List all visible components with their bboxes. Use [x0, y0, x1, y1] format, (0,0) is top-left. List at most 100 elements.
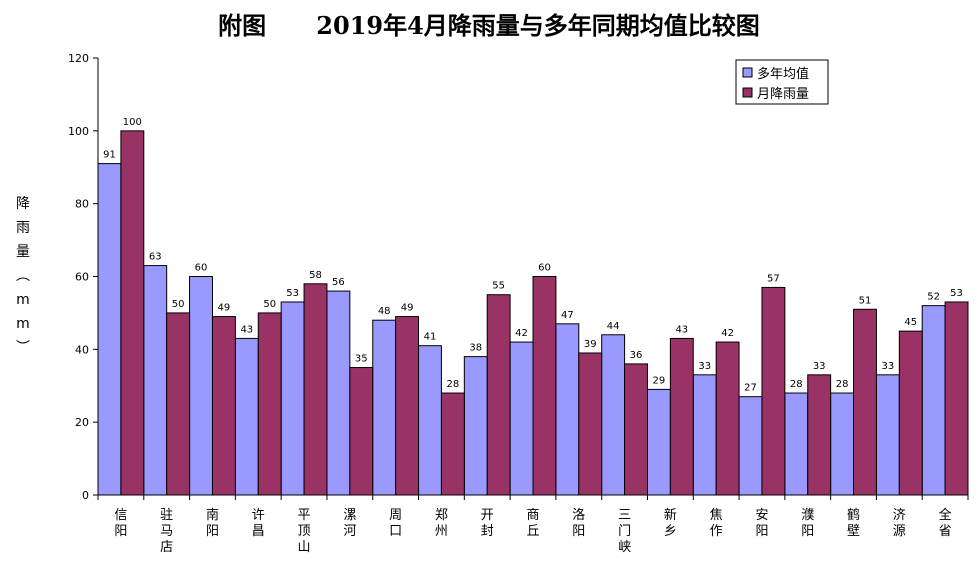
bar-average [463, 356, 488, 496]
bar-value-label: 33 [813, 361, 826, 372]
bar-value-label: 41 [424, 332, 437, 343]
bar-value-label: 28 [836, 379, 849, 390]
bar-value-label: 35 [355, 354, 368, 365]
y-axis-label-char: 量 [16, 244, 30, 260]
bar-value-label: 91 [103, 150, 116, 161]
y-axis-label-char: m [16, 292, 30, 308]
bar-monthly [349, 367, 374, 496]
bar-monthly [166, 312, 191, 496]
x-category-label: 周口 [389, 508, 402, 539]
bar-average [143, 265, 168, 496]
bar-value-label: 51 [859, 295, 872, 306]
x-category-label: 商丘 [526, 508, 539, 539]
x-category-label: 濮阳 [801, 508, 814, 539]
y-tick-label: 60 [75, 271, 89, 284]
bar-monthly [532, 276, 557, 496]
bar-value-label: 100 [123, 117, 142, 128]
bar-value-label: 47 [561, 310, 574, 321]
legend-entry-label: 月降雨量 [757, 87, 809, 102]
y-axis-label-char: m [16, 316, 30, 332]
bar-value-label: 36 [630, 350, 643, 361]
y-axis-label: 降雨量 ︵ m m ︶ [10, 192, 36, 360]
bar-average [646, 388, 671, 496]
bar-value-label: 44 [607, 321, 620, 332]
y-axis-label-char: ︶ [16, 340, 30, 356]
x-category-label: 洛阳 [572, 508, 585, 539]
bar-monthly [807, 374, 832, 496]
bar-monthly [578, 352, 603, 496]
bar-value-label: 33 [698, 361, 711, 372]
bar-value-label: 50 [263, 299, 276, 310]
bar-value-label: 28 [790, 379, 803, 390]
bar-average [875, 374, 900, 496]
bar-average [555, 323, 580, 496]
legend-swatch [742, 67, 753, 78]
legend-swatch [742, 87, 753, 98]
bar-value-label: 39 [584, 339, 597, 350]
bar-value-label: 42 [515, 328, 528, 339]
bar-value-label: 55 [492, 281, 505, 292]
bar-monthly [395, 316, 420, 496]
bar-value-label: 60 [538, 263, 551, 274]
bar-average [921, 305, 946, 496]
bar-value-label: 33 [882, 361, 895, 372]
x-category-label: 安阳 [755, 508, 768, 539]
bar-average [601, 334, 626, 496]
y-tick-label: 120 [68, 52, 89, 65]
bar-value-label: 43 [240, 324, 253, 335]
x-category-label: 全省 [939, 507, 952, 539]
bar-value-label: 53 [286, 288, 299, 299]
bar-average [234, 337, 259, 496]
x-category-label: 驻马店 [160, 508, 173, 555]
x-category-label: 开封 [481, 508, 494, 539]
x-category-label: 许昌 [252, 508, 265, 539]
y-tick-label: 20 [75, 416, 89, 429]
bar-monthly [257, 312, 282, 496]
x-category-label: 郑州 [435, 508, 448, 539]
bar-monthly [853, 308, 877, 496]
bar-value-label: 56 [332, 277, 345, 288]
bar-average [326, 290, 351, 496]
bar-value-label: 43 [675, 324, 688, 335]
chart-bars [97, 130, 969, 496]
bar-value-label: 42 [721, 328, 734, 339]
bar-average [830, 392, 855, 496]
bar-value-label: 63 [149, 252, 162, 263]
bar-average [189, 276, 213, 496]
x-category-label: 三门峡 [618, 508, 631, 555]
y-tick-label: 80 [75, 198, 89, 211]
x-category-label: 焦作 [710, 508, 723, 539]
bar-value-label: 52 [927, 292, 940, 303]
legend-entry-label: 多年均值 [757, 66, 809, 82]
bar-monthly [898, 330, 923, 496]
y-tick-label: 100 [68, 125, 89, 138]
x-category-label: 漯河 [343, 508, 356, 539]
bar-monthly [624, 363, 648, 496]
x-category-label: 鹤壁 [847, 507, 860, 539]
y-tick-label: 40 [75, 343, 89, 356]
bar-value-label: 45 [904, 317, 917, 328]
x-category-label: 济源 [893, 508, 906, 539]
bar-monthly [120, 130, 145, 496]
bar-average [372, 319, 397, 496]
bar-monthly [303, 283, 328, 496]
x-category-label: 南阳 [206, 507, 219, 539]
chart-value-labels: 91 63 60 43 53 56 48 41 38 42 47 44 29 33 27 28 28 33 52 10… [103, 117, 963, 394]
bar-value-label: 49 [401, 303, 414, 314]
bar-value-label: 53 [950, 288, 963, 299]
y-tick-label: 0 [82, 489, 89, 502]
bar-value-label: 58 [309, 270, 322, 281]
bar-value-label: 28 [447, 379, 460, 390]
bar-value-label: 48 [378, 306, 391, 317]
bar-value-label: 50 [172, 299, 185, 310]
bar-average [692, 374, 717, 496]
bar-monthly [211, 316, 236, 496]
y-axis-label-char: ︵ [16, 268, 30, 284]
chart-category-labels: 信阳 驻马店 南阳 许昌 平顶山 漯河 周口 郑州 开封 商丘 洛阳 三门峡 新乡 焦作 安阳 濮阳 鹤壁 济源 全… [114, 507, 951, 555]
bar-value-label: 49 [218, 303, 231, 314]
bar-value-label: 57 [767, 273, 780, 284]
bar-value-label: 27 [744, 383, 757, 394]
y-axis-label-char: 降 [16, 196, 30, 212]
